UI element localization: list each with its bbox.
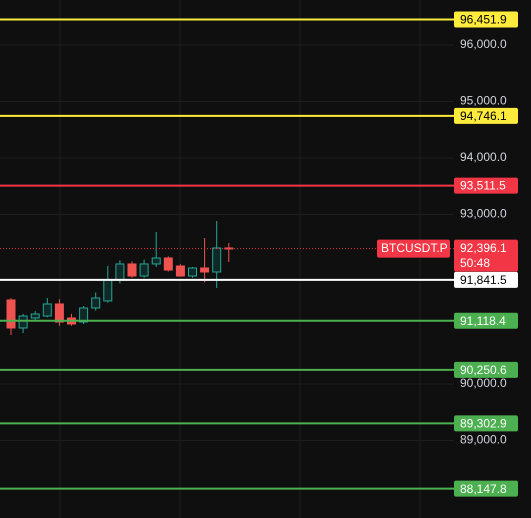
candle-body xyxy=(188,267,197,277)
symbol-label: BTCUSDT.P xyxy=(381,241,448,255)
y-tick-label: 94,000.0 xyxy=(460,150,507,164)
candle-body xyxy=(127,263,137,277)
candle-body xyxy=(103,279,113,302)
candle-body xyxy=(163,257,173,271)
level-tag xyxy=(454,11,518,28)
level-label: 93,511.5 xyxy=(460,179,506,193)
y-tick-label: 93,000.0 xyxy=(460,207,507,221)
level-tag xyxy=(454,177,518,194)
level-label: 90,250.6 xyxy=(460,363,507,377)
level-label: 88,147.8 xyxy=(460,482,507,496)
level-label: 91,118.4 xyxy=(460,314,506,328)
y-tick-label: 96,000.0 xyxy=(460,37,507,51)
candle-body xyxy=(18,315,28,329)
candle-body xyxy=(79,307,89,323)
level-label: 89,302.9 xyxy=(460,417,507,431)
candle-body xyxy=(151,257,161,265)
level-label: 94,746.1 xyxy=(460,109,507,123)
level-tag xyxy=(454,480,518,497)
price-tag xyxy=(454,239,518,272)
level-tag xyxy=(454,361,518,378)
y-tick-label: 90,000.0 xyxy=(460,376,507,390)
last-price-label: 92,396.1 xyxy=(460,241,507,255)
candle-body xyxy=(30,313,40,319)
level-tag xyxy=(454,271,518,288)
candle-body xyxy=(115,263,125,281)
candle-body xyxy=(54,303,64,323)
level-tag xyxy=(454,107,518,124)
candle-body xyxy=(6,299,16,329)
level-label: 91,841.5 xyxy=(460,273,507,287)
y-tick-label: 95,000.0 xyxy=(460,94,507,108)
candle-body xyxy=(212,247,222,273)
candle-body xyxy=(200,267,210,273)
countdown: 50:48 xyxy=(460,256,490,270)
candle-body xyxy=(139,263,149,277)
level-label: 96,451.9 xyxy=(460,13,507,27)
candle-body xyxy=(175,265,185,277)
candle-body xyxy=(91,297,101,309)
candle-body xyxy=(42,303,52,317)
level-tag xyxy=(454,312,518,329)
level-tag xyxy=(454,415,518,432)
symbol-tag xyxy=(377,239,450,258)
y-tick-label: 89,000.0 xyxy=(460,433,507,447)
